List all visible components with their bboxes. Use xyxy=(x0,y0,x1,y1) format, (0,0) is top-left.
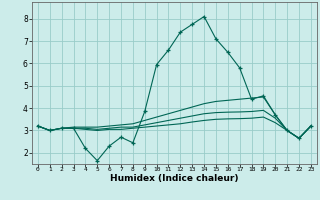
X-axis label: Humidex (Indice chaleur): Humidex (Indice chaleur) xyxy=(110,174,239,183)
